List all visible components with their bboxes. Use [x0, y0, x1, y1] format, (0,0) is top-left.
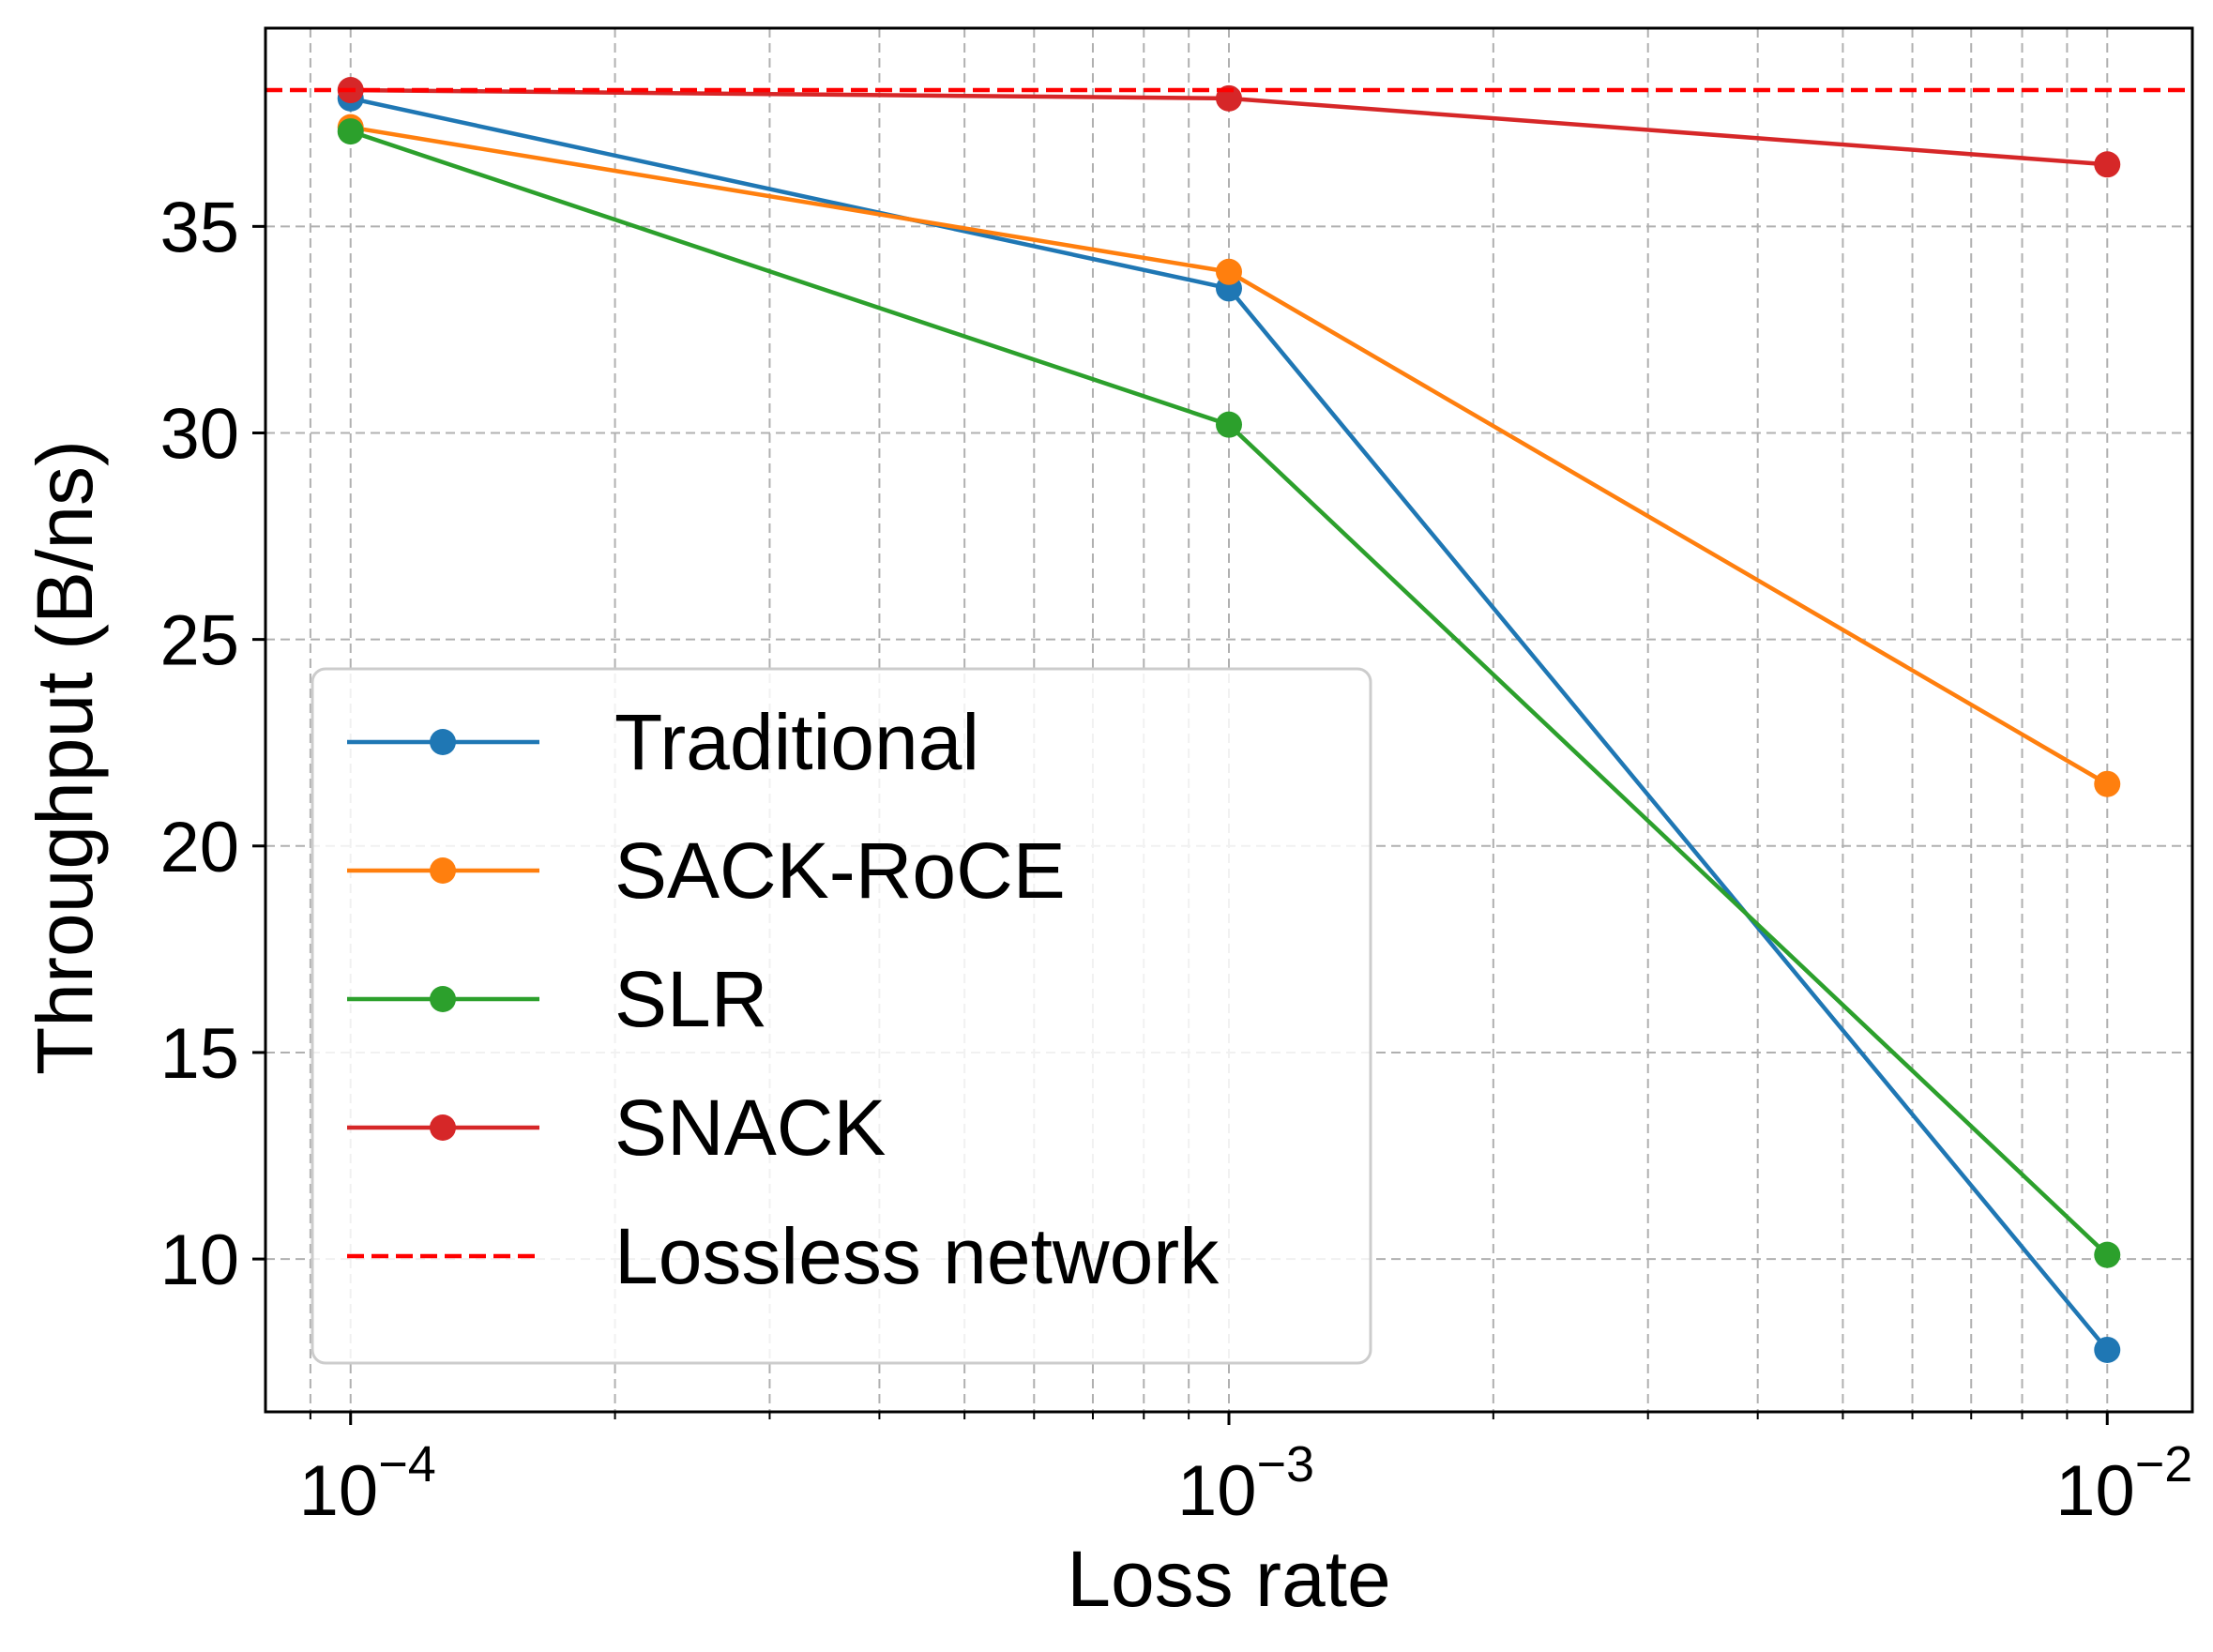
series-sack-roce-point [1216, 258, 1242, 285]
legend-sack-roce-marker [430, 857, 456, 884]
y-tick-label: 20 [159, 808, 239, 887]
y-tick-label: 30 [159, 394, 239, 474]
y-tick-label: 35 [159, 188, 239, 267]
x-tick-label: 10−4 [299, 1436, 436, 1531]
y-tick-label: 25 [159, 601, 239, 681]
legend-traditional-marker [430, 729, 456, 755]
y-axis-label: Throughput (B/ns) [21, 440, 109, 1075]
legend-sack-roce-label: SACK-RoCE [614, 826, 1066, 915]
legend-slr-label: SLR [614, 955, 767, 1043]
legend-snack-label: SNACK [614, 1084, 886, 1172]
series-slr-point [337, 118, 364, 145]
series-sack-roce-point [2094, 770, 2121, 797]
x-axis-label: Loss rate [1067, 1535, 1391, 1623]
legend: Traditional SACK-RoCE SLR SNACK Lossless net… [311, 667, 1372, 1365]
series-snack-point [2094, 151, 2121, 178]
series-traditional-point [2094, 1336, 2121, 1363]
legend-box [311, 667, 1372, 1365]
x-tick-label: 10−3 [1177, 1436, 1314, 1531]
series-layer [265, 77, 2192, 1363]
legend-slr-marker [430, 986, 456, 1012]
y-tick-label: 10 [159, 1220, 239, 1300]
series-slr-point [2094, 1241, 2121, 1268]
legend-lossless-network-label: Lossless network [614, 1212, 1220, 1300]
legend-snack-marker [430, 1114, 456, 1141]
y-tick-label: 15 [159, 1014, 239, 1094]
legend-traditional-label: Traditional [614, 698, 979, 786]
series-slr-point [1216, 411, 1242, 438]
